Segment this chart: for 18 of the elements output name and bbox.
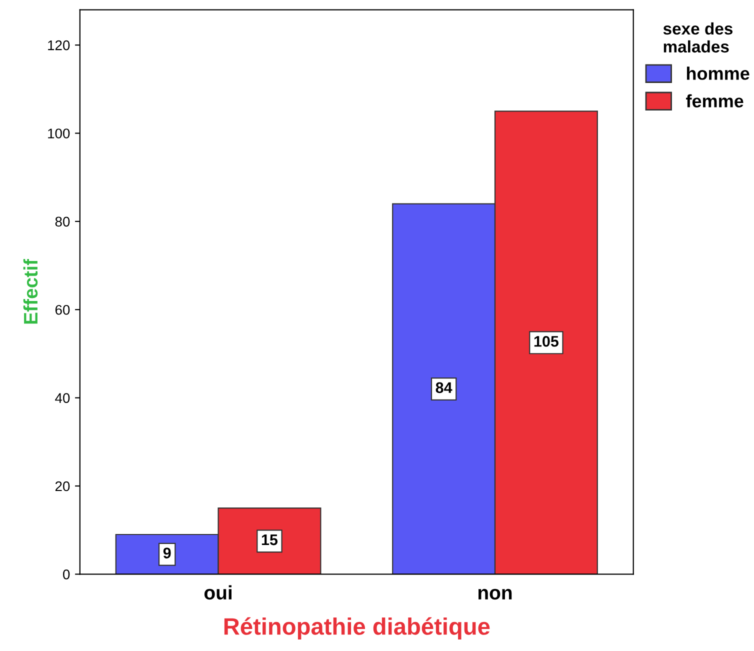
x-tick-label: non (478, 588, 512, 600)
y-tick-label: 60 (55, 304, 70, 315)
y-axis-title: Effectif (23, 258, 38, 324)
y-tick-label: 40 (55, 393, 70, 403)
y-tick-label: 20 (55, 481, 70, 492)
data-label: 84 (436, 382, 452, 394)
y-tick-label: 0 (63, 570, 70, 580)
legend-title: sexe des malades (663, 22, 732, 53)
data-label: 105 (534, 336, 559, 347)
y-tick-label: 120 (48, 40, 70, 50)
legend-label: homme (686, 66, 750, 80)
x-axis-title: Rétinopathie diabétique (224, 617, 490, 640)
y-tick-label: 80 (55, 216, 70, 227)
x-tick-label: oui (204, 585, 232, 600)
legend-label: femme (686, 94, 744, 108)
y-tick-label: 100 (48, 128, 70, 138)
data-label: 15 (262, 534, 278, 546)
data-label: 9 (163, 548, 171, 558)
